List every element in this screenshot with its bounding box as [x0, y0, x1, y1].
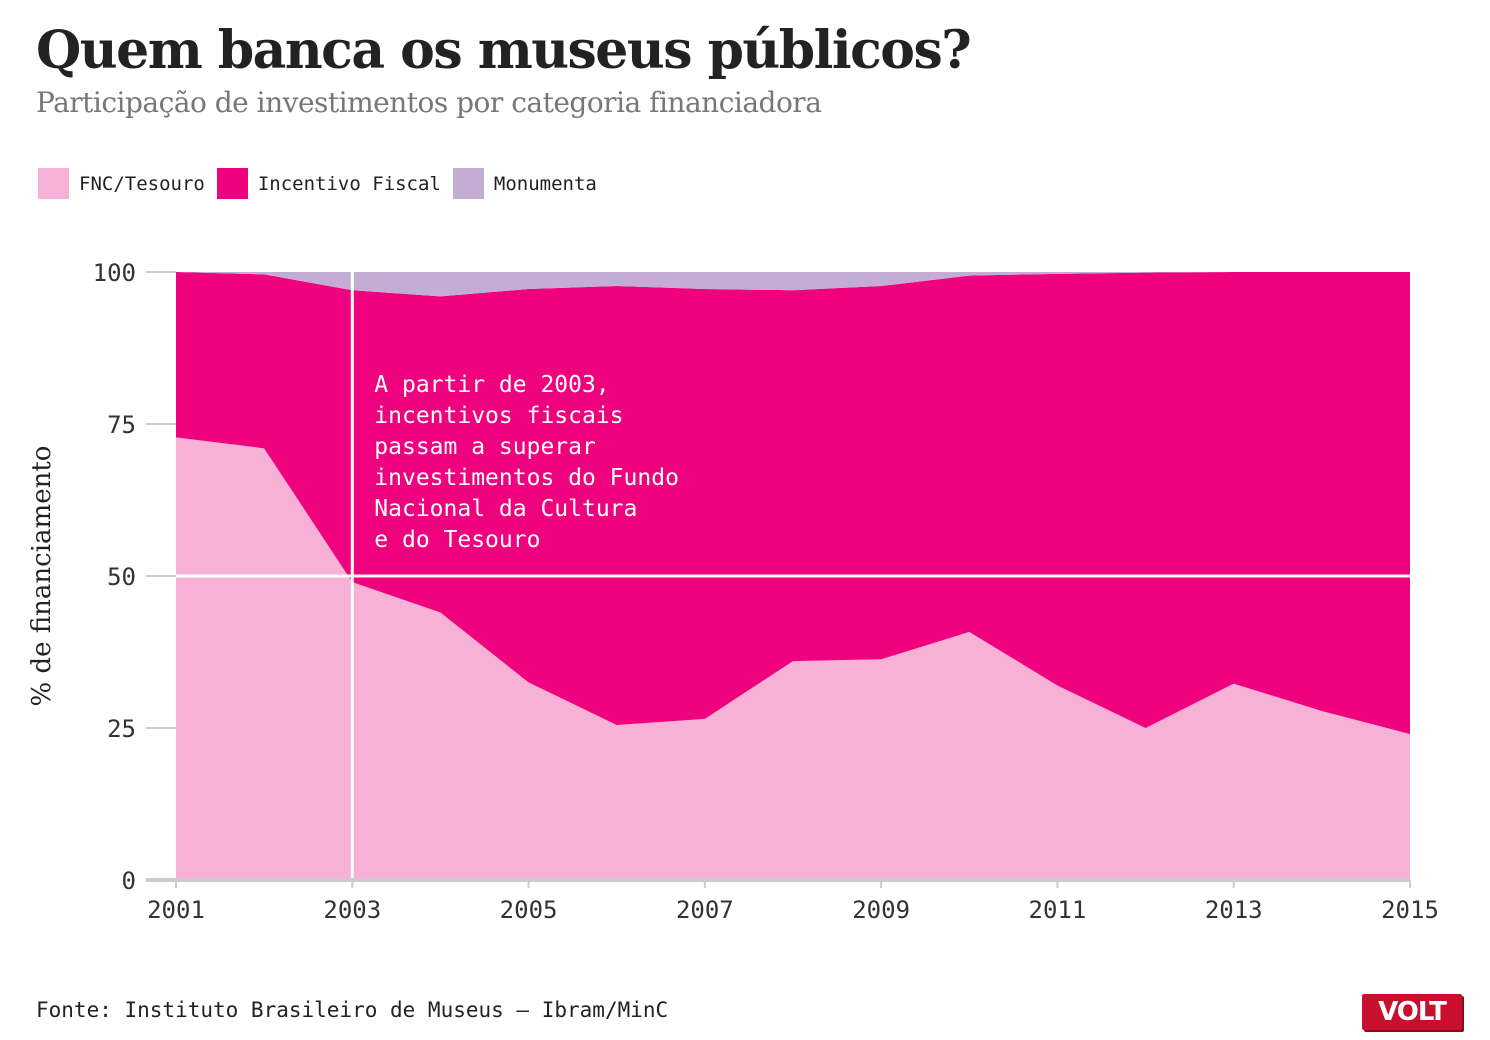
page-subtitle: Participação de investimentos por catego… [36, 86, 822, 119]
legend-item-incentivo: Incentivo Fiscal [216, 168, 441, 199]
logo-text: VOLT [1378, 997, 1447, 1027]
y-axis-label: % de financiamento [27, 446, 57, 707]
legend-item-fnc: FNC/Tesouro [38, 168, 205, 199]
annotation-line: incentivos fiscais [374, 403, 623, 429]
x-tick-label: 2011 [1029, 896, 1087, 924]
source-note: Fonte: Instituto Brasileiro de Museus – … [36, 998, 669, 1022]
legend-item-monumenta: Monumenta [452, 168, 597, 199]
y-tick-label: 0 [122, 867, 136, 895]
y-tick-label: 75 [107, 411, 136, 439]
x-tick-label: 2003 [323, 896, 381, 924]
x-tick-label: 2015 [1381, 896, 1439, 924]
annotation-line: Nacional da Cultura [374, 496, 637, 522]
x-tick-label: 2005 [500, 896, 558, 924]
chart-legend: FNC/Tesouro Incentivo Fiscal Monumenta [38, 168, 609, 199]
legend-label-fnc: FNC/Tesouro [79, 172, 205, 195]
area-fnc-tesouro [176, 437, 1410, 880]
y-tick-label: 25 [107, 715, 136, 743]
x-tick-label: 2007 [676, 896, 734, 924]
x-tick-label: 2009 [852, 896, 910, 924]
x-tick-label: 2013 [1205, 896, 1263, 924]
y-tick-label: 50 [107, 563, 136, 591]
legend-label-monumenta: Monumenta [493, 172, 597, 195]
legend-swatch-monumenta [452, 168, 484, 199]
y-tick-label: 100 [93, 259, 136, 287]
legend-swatch-incentivo [216, 168, 248, 199]
x-tick-label: 2001 [147, 896, 205, 924]
annotation-line: investimentos do Fundo [374, 465, 679, 491]
legend-swatch-fnc [38, 168, 69, 199]
page-title: Quem banca os museus públicos? [36, 20, 972, 81]
area-incentivo-fiscal [176, 272, 1410, 735]
area-monumenta [176, 272, 1410, 297]
annotation-line: passam a superar [374, 434, 596, 460]
annotation-line: e do Tesouro [374, 527, 540, 553]
annotation-line: A partir de 2003, [374, 372, 609, 398]
legend-label-incentivo: Incentivo Fiscal [257, 172, 441, 195]
volt-logo: VOLT [1362, 994, 1462, 1030]
